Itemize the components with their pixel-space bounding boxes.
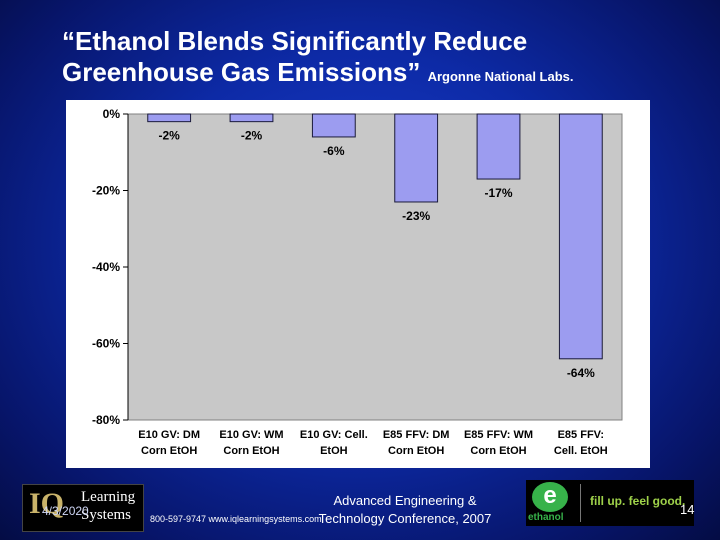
category-label: E85 FFV: DM [383, 429, 450, 441]
category-label: Corn EtOH [388, 445, 444, 457]
chart-panel: 0% -20% -40% -60% -80% -2% E10 GV: DM Corn EtOH… [66, 100, 650, 468]
logo-word-ethanol: ethanol [528, 512, 564, 523]
logo-word-systems: Systems [81, 507, 132, 523]
y-tick-label: -80% [92, 413, 120, 427]
title-source: Argonne National Labs. [427, 69, 574, 84]
y-tick-label: -20% [92, 184, 120, 198]
category-label: E10 GV: DM [138, 429, 200, 441]
bar [476, 113, 521, 180]
data-label: -17% [484, 186, 512, 200]
category-label: E10 GV: Cell. [300, 429, 368, 441]
bar [558, 113, 603, 360]
category-label: Corn EtOH [470, 445, 526, 457]
bar [394, 113, 439, 203]
ethanol-logo: e ethanol fill up. feel good. [526, 480, 694, 526]
slide-date: 4/3/2020 [42, 504, 89, 518]
category-label: Corn EtOH [141, 445, 197, 457]
conference-line-1: Advanced Engineering & [333, 493, 477, 508]
page-number: 14 [680, 502, 695, 517]
title-line-1: “Ethanol Blends Significantly Reduce [62, 26, 528, 56]
y-tick-label: -60% [92, 337, 120, 351]
footer-contact: 800-597-9747 www.iqlearningsystems.com [150, 514, 322, 524]
bar-chart: 0% -20% -40% -60% -80% -2% E10 GV: DM Corn EtOH… [92, 107, 623, 457]
logo-divider [580, 484, 581, 522]
title-line-2: Greenhouse Gas Emissions” [62, 57, 421, 87]
logo-tagline: fill up. feel good. [590, 494, 686, 508]
category-label: E85 FFV: [558, 429, 604, 441]
category-label: Corn EtOH [223, 445, 279, 457]
category-label: EtOH [320, 445, 348, 457]
bar [229, 113, 274, 123]
y-tick-label: -40% [92, 260, 120, 274]
conference-line-2: Technology Conference, 2007 [318, 511, 492, 526]
footer-conference: Advanced Engineering & Technology Confer… [300, 492, 510, 528]
y-tick-label: 0% [103, 107, 121, 121]
bar [147, 113, 192, 123]
ethanol-e-icon: e [532, 482, 568, 512]
data-label: -23% [402, 209, 430, 223]
data-label: -64% [567, 366, 595, 380]
data-label: -2% [158, 129, 180, 143]
bar [311, 113, 356, 138]
category-label: E10 GV: WM [219, 429, 283, 441]
logo-iq-mark: IQ [29, 487, 65, 520]
iq-learning-systems-logo: IQ Learning Systems [22, 484, 144, 532]
category-label: Cell. EtOH [554, 445, 608, 457]
slide-title: “Ethanol Blends Significantly Reduce Gre… [62, 26, 702, 92]
logo-word-learning: Learning [81, 489, 136, 505]
data-label: -2% [241, 129, 263, 143]
category-label: E85 FFV: WM [464, 429, 533, 441]
plot-area [127, 113, 623, 421]
data-label: -6% [323, 144, 345, 158]
